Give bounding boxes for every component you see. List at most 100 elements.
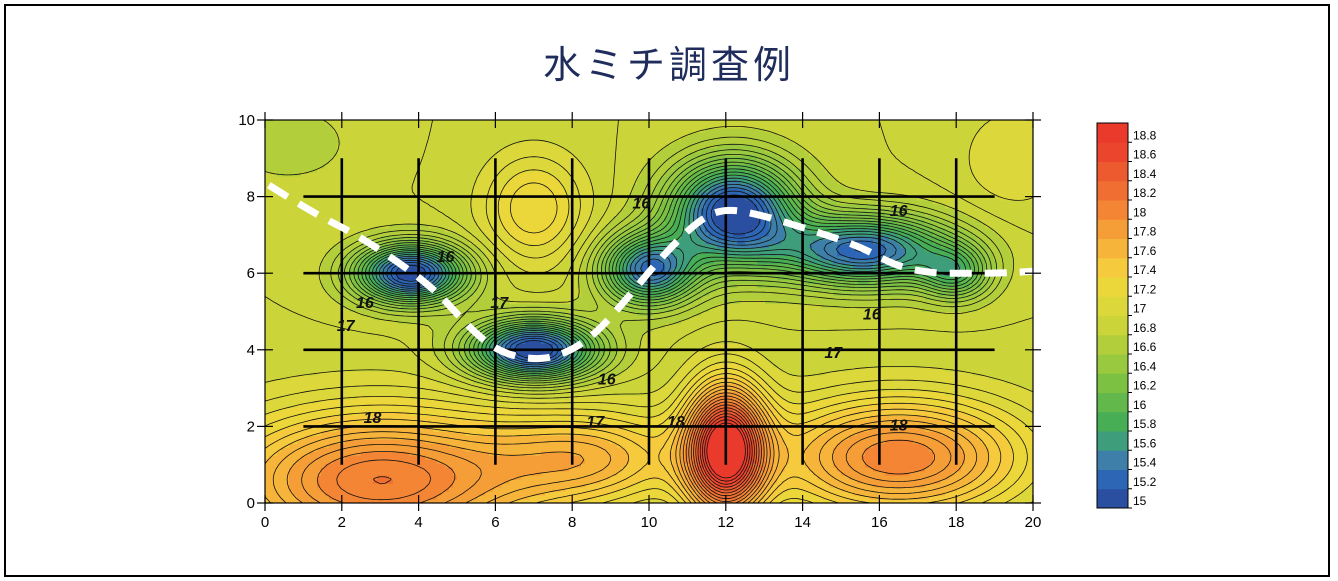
field-cell — [377, 463, 382, 468]
field-cell — [409, 443, 414, 448]
field-cell — [373, 463, 378, 468]
field-cell — [333, 431, 338, 436]
field-cell — [869, 455, 874, 460]
field-cell — [845, 467, 850, 472]
field-cell — [829, 487, 834, 492]
field-cell — [1009, 491, 1014, 496]
field-cell — [929, 439, 934, 444]
field-cell — [361, 431, 366, 436]
field-cell — [1013, 443, 1018, 448]
field-cell — [597, 463, 602, 468]
field-cell — [345, 475, 350, 480]
field-cell — [977, 435, 982, 440]
field-cell — [349, 471, 354, 476]
field-cell — [1017, 463, 1022, 468]
field-cell — [573, 415, 578, 420]
field-cell — [1013, 491, 1018, 496]
field-cell — [397, 479, 402, 484]
field-cell — [553, 459, 558, 464]
field-cell — [797, 419, 802, 424]
field-cell — [665, 399, 670, 404]
field-cell — [441, 467, 446, 472]
field-cell — [717, 443, 722, 448]
field-cell — [581, 443, 586, 448]
field-cell — [365, 455, 370, 460]
field-cell — [421, 407, 426, 412]
field-cell — [465, 407, 470, 412]
field-cell — [277, 423, 282, 428]
field-cell — [789, 439, 794, 444]
field-cell — [265, 395, 270, 400]
field-cell — [965, 467, 970, 472]
field-cell — [385, 467, 390, 472]
field-cell — [449, 411, 454, 416]
field-cell — [729, 447, 734, 452]
field-cell — [277, 483, 282, 488]
field-cell — [321, 471, 326, 476]
field-cell — [445, 419, 450, 424]
field-cell — [605, 471, 610, 476]
field-cell — [625, 407, 630, 412]
field-cell — [625, 443, 630, 448]
field-cell — [297, 487, 302, 492]
field-cell — [805, 435, 810, 440]
field-cell — [593, 399, 598, 404]
field-cell — [625, 479, 630, 484]
field-cell — [361, 491, 366, 496]
field-cell — [837, 455, 842, 460]
field-cell — [321, 411, 326, 416]
field-cell — [589, 459, 594, 464]
field-cell — [637, 455, 642, 460]
field-cell — [357, 415, 362, 420]
field-cell — [393, 399, 398, 404]
field-cell — [809, 443, 814, 448]
field-cell — [929, 431, 934, 436]
field-cell — [849, 455, 854, 460]
field-cell — [609, 427, 614, 432]
field-cell — [313, 403, 318, 408]
field-cell — [389, 455, 394, 460]
field-cell — [373, 443, 378, 448]
field-cell — [621, 467, 626, 472]
field-cell — [993, 467, 998, 472]
field-cell — [429, 427, 434, 432]
field-cell — [921, 487, 926, 492]
field-cell — [825, 463, 830, 468]
field-cell — [309, 471, 314, 476]
field-cell — [521, 471, 526, 476]
field-cell — [893, 443, 898, 448]
field-cell — [553, 407, 558, 412]
field-cell — [293, 467, 298, 472]
field-cell — [933, 463, 938, 468]
field-cell — [345, 495, 350, 500]
field-cell — [793, 455, 798, 460]
field-cell — [505, 431, 510, 436]
field-cell — [621, 399, 626, 404]
field-cell — [629, 487, 634, 492]
field-cell — [581, 411, 586, 416]
field-cell — [449, 463, 454, 468]
field-cell — [529, 415, 534, 420]
field-cell — [557, 455, 562, 460]
field-cell — [933, 475, 938, 480]
field-cell — [409, 415, 414, 420]
field-cell — [585, 399, 590, 404]
field-cell — [385, 419, 390, 424]
field-cell — [473, 451, 478, 456]
field-cell — [869, 399, 874, 404]
field-cell — [509, 403, 514, 408]
field-cell — [453, 411, 458, 416]
field-cell — [981, 459, 986, 464]
field-cell — [517, 403, 522, 408]
field-cell — [553, 431, 558, 436]
field-cell — [617, 399, 622, 404]
field-cell — [965, 487, 970, 492]
field-cell — [909, 467, 914, 472]
field-cell — [549, 447, 554, 452]
field-cell — [821, 455, 826, 460]
field-cell — [285, 411, 290, 416]
field-cell — [985, 407, 990, 412]
field-cell — [813, 403, 818, 408]
field-cell — [317, 491, 322, 496]
field-cell — [481, 479, 486, 484]
